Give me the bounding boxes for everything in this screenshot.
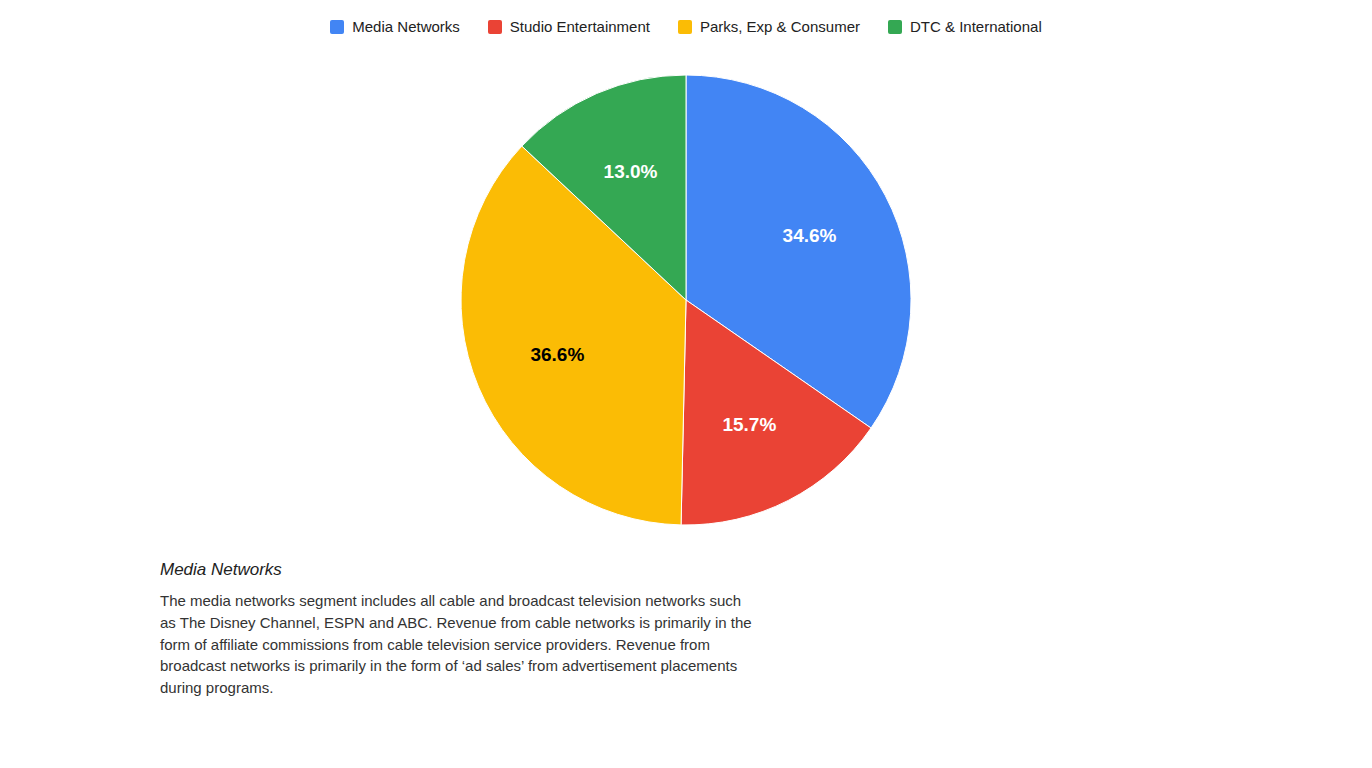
description-area: Media Networks The media networks segmen… [160, 560, 1212, 699]
legend-item: Media Networks [330, 18, 460, 35]
legend-label: Studio Entertainment [510, 18, 650, 35]
pie-slice [522, 75, 686, 300]
legend-swatch [678, 20, 692, 34]
legend-label: Media Networks [352, 18, 460, 35]
data-label: 36.6% [530, 344, 584, 365]
legend-item: Studio Entertainment [488, 18, 650, 35]
pie-chart: 34.6% 15.7% 36.6% 13.0% [0, 50, 1372, 540]
subtitle: Media Networks [160, 560, 1212, 580]
legend-item: DTC & International [888, 18, 1042, 35]
legend: Media Networks Studio Entertainment Parks,… [0, 18, 1372, 35]
legend-label: Parks, Exp & Consumer [700, 18, 860, 35]
legend-swatch [330, 20, 344, 34]
legend-label: DTC & International [910, 18, 1042, 35]
data-label: 13.0% [604, 161, 658, 182]
legend-swatch [888, 20, 902, 34]
pie-slice [681, 300, 871, 525]
annotation: The media networks segment includes all … [160, 590, 1212, 699]
legend-swatch [488, 20, 502, 34]
data-labels: 34.6% 15.7% 36.6% 13.0% [530, 161, 836, 434]
legend-item: Parks, Exp & Consumer [678, 18, 860, 35]
data-label: 15.7% [722, 414, 776, 435]
slices [461, 75, 911, 525]
data-label: 34.6% [783, 225, 837, 246]
